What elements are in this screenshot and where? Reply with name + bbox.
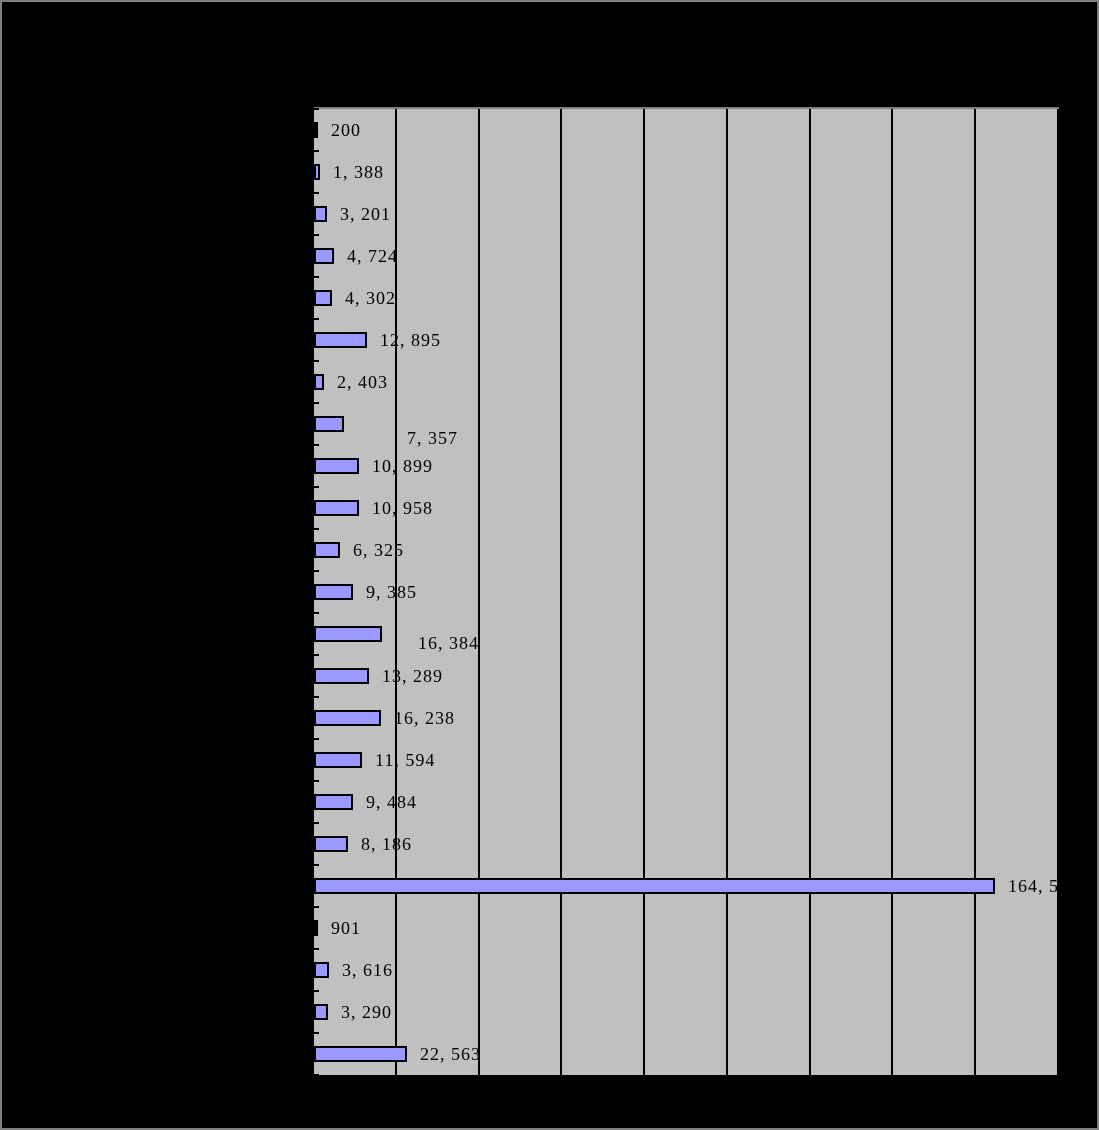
- plot-area: 200 1, 388 3, 201 4, 724 4, 302 12, 895 2, 403…: [314, 107, 1059, 1077]
- bar-value-label: 11, 594: [375, 750, 436, 770]
- bar: [314, 458, 359, 474]
- bar: [314, 164, 320, 180]
- axis-tick: [311, 738, 319, 740]
- bar: [314, 710, 381, 726]
- bar: [314, 836, 348, 852]
- bar-value-label: 12, 895: [380, 330, 441, 350]
- bar-value-label: 16, 238: [394, 708, 455, 728]
- bar: [314, 374, 324, 390]
- axis-tick: [311, 948, 319, 950]
- axis-tick: [311, 864, 319, 866]
- bar: [314, 794, 353, 810]
- axis-tick: [311, 318, 319, 320]
- axis-tick: [311, 906, 319, 908]
- axis-tick: [311, 108, 319, 110]
- bar-value-label: 22, 563: [420, 1044, 481, 1064]
- bar-value-label: 3, 201: [340, 204, 391, 224]
- bar-value-label: 164, 5: [1008, 876, 1059, 896]
- axis-tick: [311, 276, 319, 278]
- bar: [314, 752, 362, 768]
- gridline: [974, 109, 976, 1075]
- gridline: [891, 109, 893, 1075]
- bar-value-label: 9, 484: [366, 792, 417, 812]
- gridline: [809, 109, 811, 1075]
- bar: [314, 332, 367, 348]
- bar-value-label: 1, 388: [333, 162, 384, 182]
- axis-tick: [311, 990, 319, 992]
- bar-value-label: 4, 724: [347, 246, 398, 266]
- bar: [314, 626, 382, 642]
- gridline: [560, 109, 562, 1075]
- bar: [314, 248, 334, 264]
- gridline: [395, 109, 397, 1075]
- gridline: [643, 109, 645, 1075]
- bar-value-label: 6, 325: [353, 540, 404, 560]
- bar-value-label: 13, 289: [382, 666, 443, 686]
- bar: [314, 416, 344, 432]
- gridline: [478, 109, 480, 1075]
- axis-tick: [311, 360, 319, 362]
- bar-value-label: 10, 958: [372, 498, 433, 518]
- axis-tick: [311, 528, 319, 530]
- bar: [314, 878, 995, 894]
- bar-value-label: 2, 403: [337, 372, 388, 392]
- bar: [314, 290, 332, 306]
- axis-tick: [311, 402, 319, 404]
- gridline: [726, 109, 728, 1075]
- bar: [314, 668, 369, 684]
- axis-tick: [311, 654, 319, 656]
- bar: [314, 584, 353, 600]
- bar-value-label: 16, 384: [418, 633, 479, 653]
- bar-value-label: 7, 357: [407, 428, 458, 448]
- bar-value-label: 901: [331, 918, 361, 938]
- bar: [314, 1004, 328, 1020]
- axis-tick: [311, 192, 319, 194]
- bar-value-label: 200: [331, 120, 361, 140]
- axis-tick: [311, 1074, 319, 1076]
- bar-value-label: 4, 302: [345, 288, 396, 308]
- axis-tick: [311, 150, 319, 152]
- axis-tick: [311, 234, 319, 236]
- bar: [314, 542, 340, 558]
- bar: [314, 962, 329, 978]
- bar: [314, 122, 318, 138]
- bar: [314, 500, 359, 516]
- axis-tick: [311, 444, 319, 446]
- bar-value-label: 8, 186: [361, 834, 412, 854]
- axis-tick: [311, 612, 319, 614]
- axis-tick: [311, 696, 319, 698]
- bar-value-label: 10, 899: [372, 456, 433, 476]
- bar: [314, 206, 327, 222]
- axis-tick: [311, 486, 319, 488]
- bar-value-label: 3, 616: [342, 960, 393, 980]
- bar-value-label: 3, 290: [341, 1002, 392, 1022]
- axis-tick: [311, 822, 319, 824]
- bar: [314, 1046, 407, 1062]
- bar-value-label: 9, 385: [366, 582, 417, 602]
- axis-tick: [311, 1032, 319, 1034]
- axis-tick: [311, 570, 319, 572]
- axis-tick: [311, 780, 319, 782]
- gridline: [1057, 109, 1059, 1075]
- bar: [314, 920, 318, 936]
